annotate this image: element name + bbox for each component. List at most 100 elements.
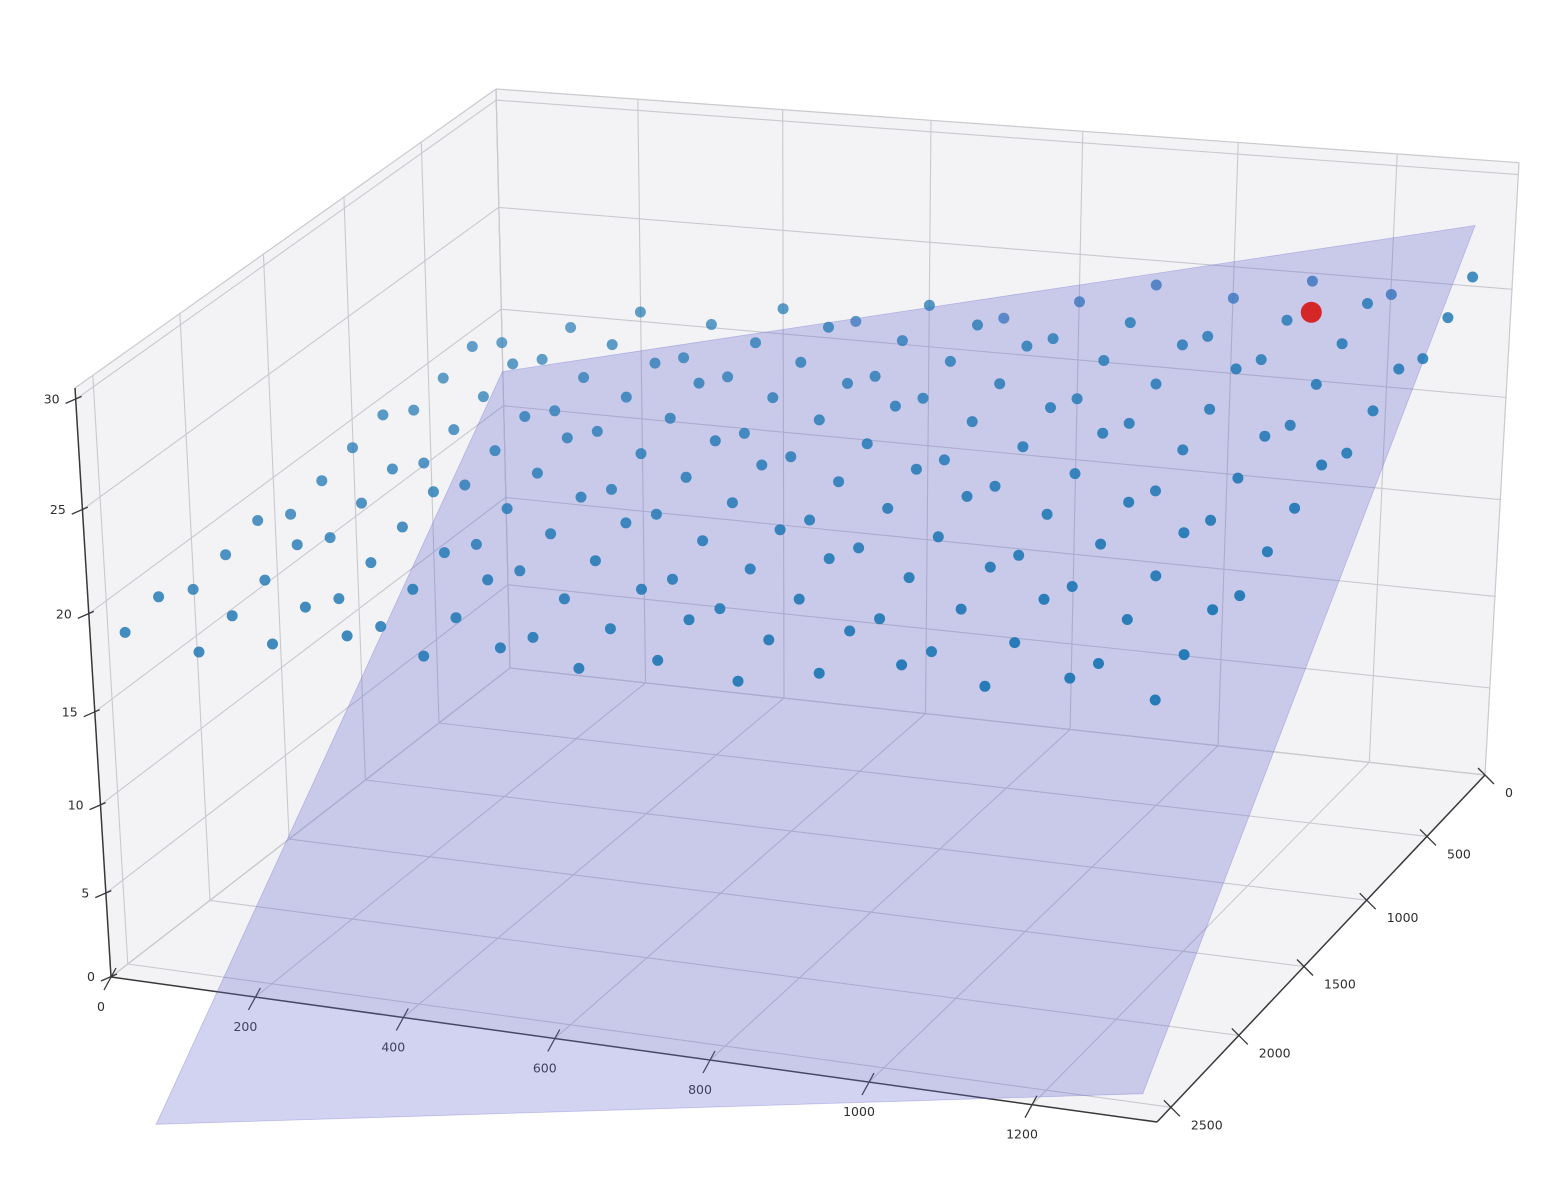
data-point [744, 563, 756, 575]
data-point [1038, 593, 1050, 605]
scatter-points-behind-plane [850, 271, 1479, 327]
data-point [984, 561, 996, 573]
x-tick-label: 400 [381, 1040, 405, 1055]
z-tick-mark [95, 890, 112, 899]
data-point [1316, 459, 1328, 471]
gridline-y-wall [179, 312, 211, 901]
data-point [545, 528, 557, 540]
data-point [823, 553, 835, 565]
data-point [1227, 292, 1239, 304]
gridline-z-left [81, 206, 499, 511]
data-point [1176, 339, 1188, 351]
gridline-x-wall [924, 120, 932, 714]
data-point [989, 480, 1001, 492]
data-point [561, 432, 573, 444]
data-point [972, 319, 983, 331]
z-tick-label: 30 [44, 391, 60, 406]
z-tick-label: 15 [62, 705, 78, 720]
data-point [813, 667, 825, 679]
box-edges [74, 88, 1520, 978]
data-point [450, 612, 462, 624]
data-point [496, 337, 508, 349]
data-point [726, 497, 738, 509]
y-tick-label: 500 [1447, 846, 1471, 861]
data-point [549, 405, 561, 417]
data-point [709, 435, 721, 447]
data-point [527, 631, 539, 643]
data-point [316, 475, 328, 487]
data-point [565, 322, 577, 333]
data-point [955, 603, 967, 615]
data-point [732, 675, 744, 687]
box-edge [495, 88, 511, 669]
x-tick-mark [861, 1072, 875, 1096]
gridline-x-floor [255, 682, 646, 998]
data-point [1124, 317, 1136, 329]
data-point [482, 574, 494, 586]
x-tick-label: 1200 [1006, 1127, 1038, 1142]
x-tick-label: 200 [233, 1019, 257, 1034]
data-point [375, 621, 387, 632]
data-point [1341, 447, 1353, 459]
x-tick-label: 600 [533, 1061, 557, 1076]
data-point [714, 603, 726, 615]
gridline-z-left [104, 584, 509, 895]
data-point [558, 593, 570, 605]
data-point [396, 521, 408, 533]
data-point [998, 312, 1010, 324]
data-point [119, 626, 131, 638]
data-point [680, 471, 692, 483]
gridline-y-wall [420, 141, 440, 724]
data-point [606, 339, 618, 351]
data-point [1385, 289, 1397, 300]
data-point [386, 463, 398, 475]
x-tick-mark [547, 1029, 561, 1052]
data-point [896, 335, 908, 347]
data-point [477, 391, 489, 403]
data-point [1284, 419, 1296, 431]
z-tick-mark [71, 506, 89, 515]
data-point [903, 572, 915, 584]
x-tick-mark [1024, 1095, 1038, 1119]
z-tick-label: 10 [68, 798, 84, 813]
z-tick-label: 20 [56, 606, 72, 621]
data-point [869, 370, 881, 382]
data-point [1178, 527, 1190, 539]
data-point [365, 557, 377, 569]
data-point [1367, 405, 1379, 417]
gridline-z-left [75, 99, 497, 400]
data-point [636, 583, 647, 595]
data-point [750, 337, 761, 349]
data-point [536, 353, 548, 365]
gridline-y-floor [289, 838, 1305, 968]
pane-back [496, 89, 1519, 775]
x-tick-mark [702, 1050, 716, 1074]
data-point [1013, 549, 1025, 561]
data-point [1095, 538, 1107, 550]
data-point [591, 425, 603, 437]
data-point [1150, 279, 1162, 291]
data-point [438, 547, 450, 559]
data-point [620, 517, 632, 529]
y-tick-mark [1477, 767, 1495, 785]
data-point [573, 662, 585, 674]
z-tick-mark [100, 973, 118, 982]
data-point [531, 467, 543, 479]
y-tick-label: 2500 [1191, 1117, 1223, 1132]
x-tick-mark [103, 967, 117, 991]
data-point [1017, 441, 1029, 453]
data-point [777, 303, 789, 315]
gridline-y-floor [209, 899, 1239, 1036]
data-point [427, 486, 439, 498]
data-point [842, 377, 853, 389]
data-point [1041, 508, 1053, 520]
data-point [291, 539, 303, 551]
data-point [650, 508, 662, 520]
data-point [1207, 604, 1219, 616]
highlighted-point [1300, 301, 1322, 323]
y-axis-spine [1156, 774, 1486, 1123]
data-point [1123, 417, 1135, 429]
data-point [489, 445, 501, 457]
data-point [804, 514, 816, 526]
